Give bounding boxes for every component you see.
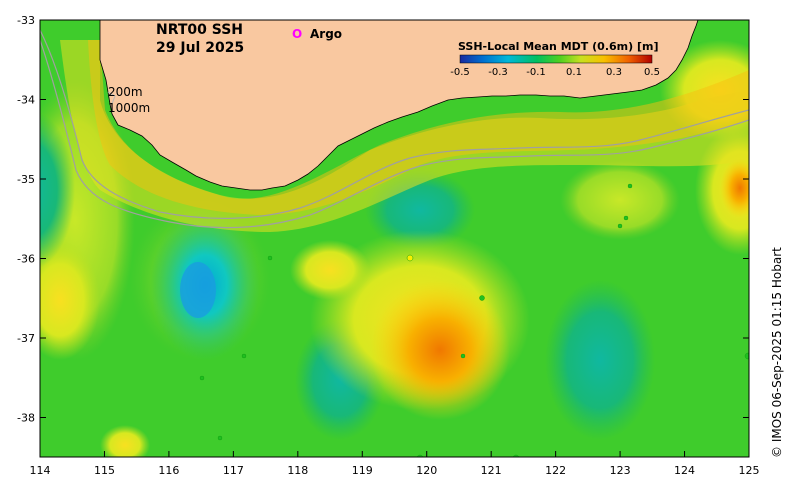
colorbar-tick-label: -0.3 [488,67,508,78]
lon-tick-label: 120 [416,464,437,477]
credit-text: © IMOS 06-Sep-2025 01:15 Hobart [770,247,784,458]
colorbar-tick-label: 0.1 [566,67,582,78]
lat-tick-label: -36 [17,253,35,266]
contour-1000m [40,39,749,229]
lon-tick-label: 125 [739,464,760,477]
lat-tick-label: -33 [17,14,35,27]
argo-legend-label: Argo [310,27,342,41]
colorbar-ramp [459,54,653,64]
lon-tick-label: 118 [287,464,308,477]
lat-tick-label: -34 [17,94,35,107]
lon-tick-label: 122 [545,464,566,477]
longitude-axis: 114 115 116 117 118 119 120 121 122 123 124 125 [30,451,760,477]
colorbar-tick-label: 0.5 [644,67,660,78]
contour-label-1000m: 1000m [108,101,150,115]
lon-tick-label: 117 [223,464,244,477]
lon-tick-label: 119 [352,464,373,477]
argo-legend-marker: O [292,27,302,41]
lat-tick-label: -37 [17,332,35,345]
map-title-line2: 29 Jul 2025 [156,40,244,56]
argo-floats [199,183,749,457]
latitude-axis: -33 -34 -35 -36 -37 -38 [17,14,749,425]
contour-label-200m: 200m [108,85,143,99]
colorbar-tick-label: -0.1 [526,67,546,78]
map-frame [39,19,750,458]
lon-tick-label: 121 [481,464,502,477]
colorbar-tick-label: -0.5 [450,67,470,78]
lat-tick-label: -38 [17,412,35,425]
lon-tick-label: 123 [610,464,631,477]
map-plot-area [40,20,749,457]
lat-tick-label: -35 [17,173,35,186]
colorbar: SSH-Local Mean MDT (0.6m) [m] -0.5 -0.3 -0… [450,40,660,78]
lon-tick-label: 115 [94,464,115,477]
colorbar-title: SSH-Local Mean MDT (0.6m) [m] [458,40,658,53]
lon-tick-label: 114 [30,464,51,477]
lon-tick-label: 116 [158,464,179,477]
colorbar-tick-label: 0.3 [606,67,622,78]
lon-tick-label: 124 [674,464,695,477]
contour-200m [40,29,749,219]
ssh-anomaly-field [40,40,749,457]
map-title-line1: NRT00 SSH [156,22,243,38]
